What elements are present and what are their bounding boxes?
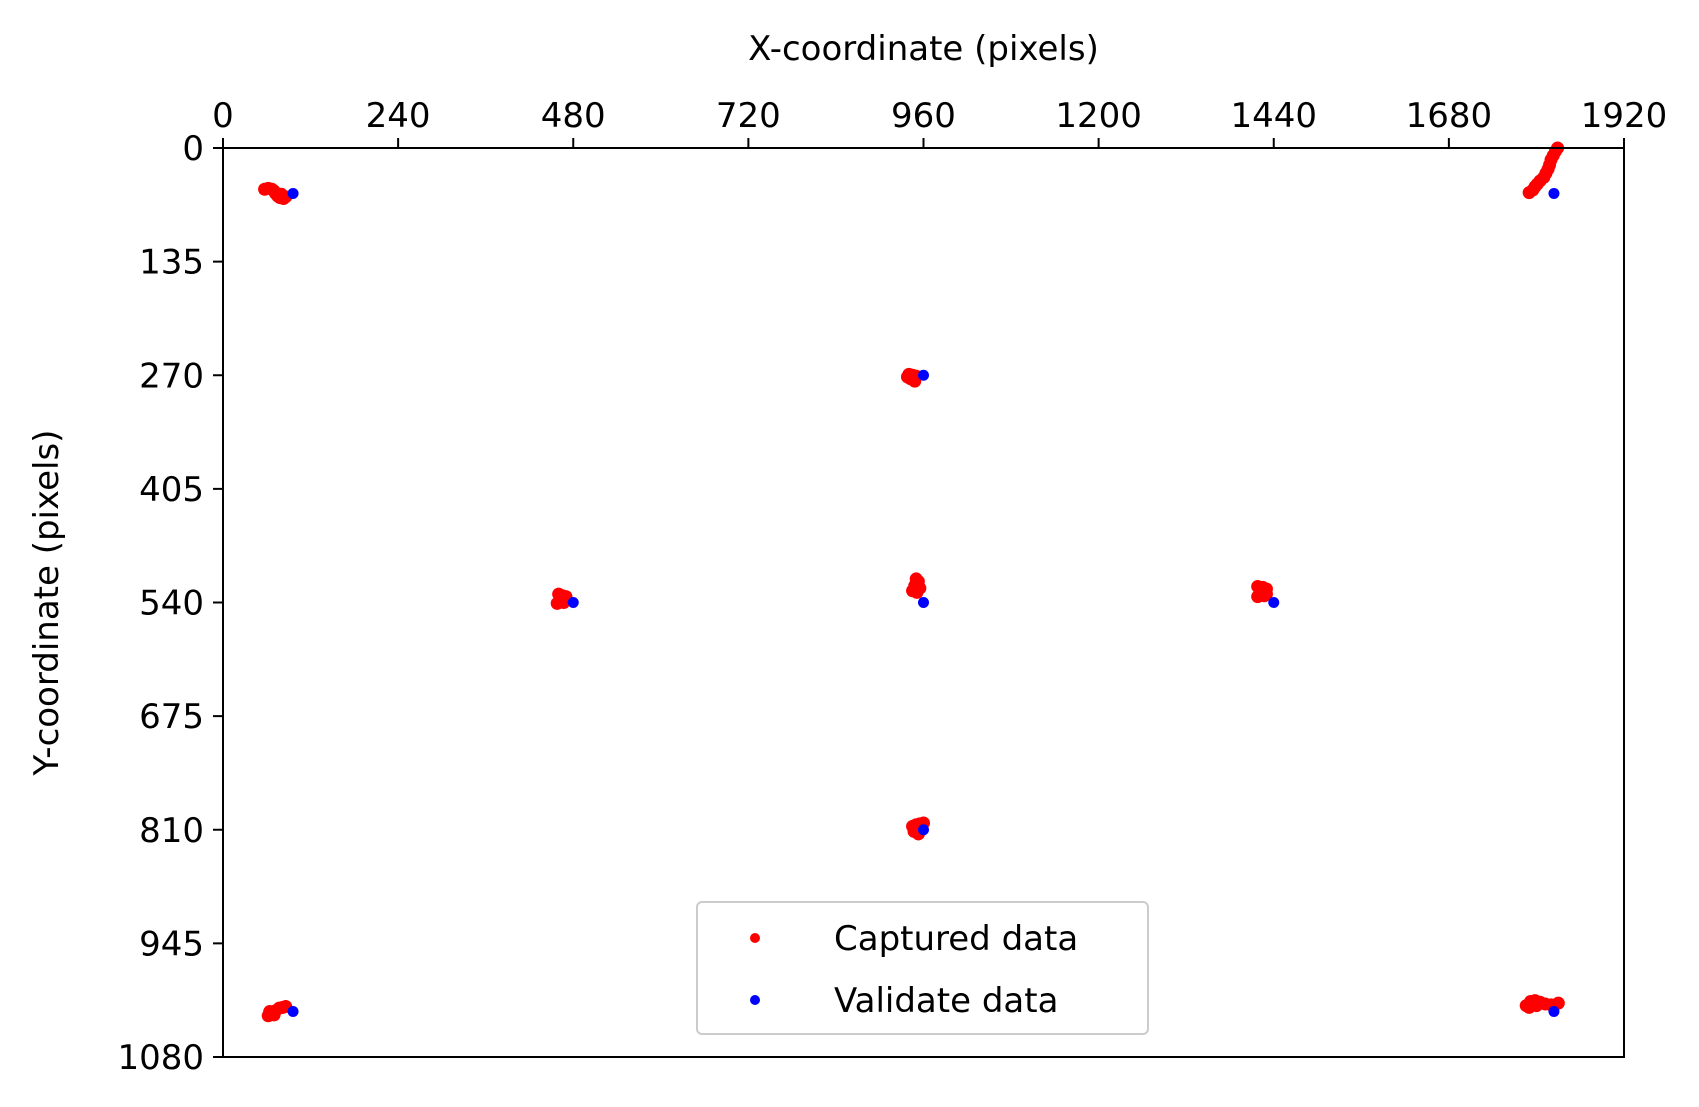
x-tick-label: 480 (541, 96, 606, 136)
y-tick-label: 810 (139, 811, 204, 851)
legend-label-validate: Validate data (834, 981, 1058, 1021)
x-tick-label: 1440 (1230, 96, 1317, 136)
captured-data-point (553, 592, 567, 606)
x-axis-label: X-coordinate (pixels) (748, 29, 1099, 69)
y-tick-label: 540 (139, 584, 204, 624)
y-tick-label: 675 (139, 697, 204, 737)
validate-data-point (287, 1006, 299, 1018)
x-tick-label: 1680 (1406, 96, 1493, 136)
data-points (258, 141, 1565, 1023)
captured-data-point (907, 824, 921, 838)
x-tick-label: 0 (212, 96, 234, 136)
x-tick-label: 960 (891, 96, 956, 136)
legend-marker-captured (750, 933, 760, 943)
validate-data-point (1548, 187, 1560, 199)
validate-data-point (918, 369, 929, 381)
y-tick-label: 135 (139, 243, 204, 283)
y-tick-label: 0 (182, 129, 204, 169)
legend-box (696, 901, 1149, 1035)
validate-data-point (918, 597, 929, 608)
plot-area-frame (222, 147, 1625, 1058)
legend-marker-validate (750, 995, 760, 1005)
validate-data-point (287, 187, 299, 199)
y-tick-label: 1080 (117, 1038, 204, 1078)
captured-data-point (913, 581, 927, 595)
legend-label-captured: Captured data (834, 919, 1078, 959)
captured-data-point (263, 1005, 277, 1019)
y-tick-label: 270 (139, 356, 204, 396)
y-axis-ticks: 0 135 270 405 540 675 810 945 1080 (117, 129, 223, 1078)
legend: Captured data Validate data (696, 901, 1149, 1035)
captured-data-point (1259, 587, 1273, 601)
validate-data-point (1548, 1006, 1560, 1018)
captured-data-point (900, 370, 914, 384)
y-axis-label: Y-coordinate (pixels) (27, 430, 67, 777)
validate-data-point (1268, 597, 1280, 608)
x-tick-label: 240 (366, 96, 431, 136)
validate-data-point (567, 597, 579, 608)
validate-data-point (918, 824, 929, 836)
x-tick-label: 720 (716, 96, 781, 136)
captured-data-point (274, 187, 288, 201)
y-tick-label: 945 (139, 924, 204, 964)
captured-data-point (1529, 999, 1543, 1013)
x-tick-label: 1920 (1581, 96, 1668, 136)
y-tick-label: 405 (139, 470, 204, 510)
x-axis-ticks: 0 240 480 720 960 1200 1440 1680 1920 (212, 96, 1667, 148)
x-tick-label: 1200 (1055, 96, 1142, 136)
